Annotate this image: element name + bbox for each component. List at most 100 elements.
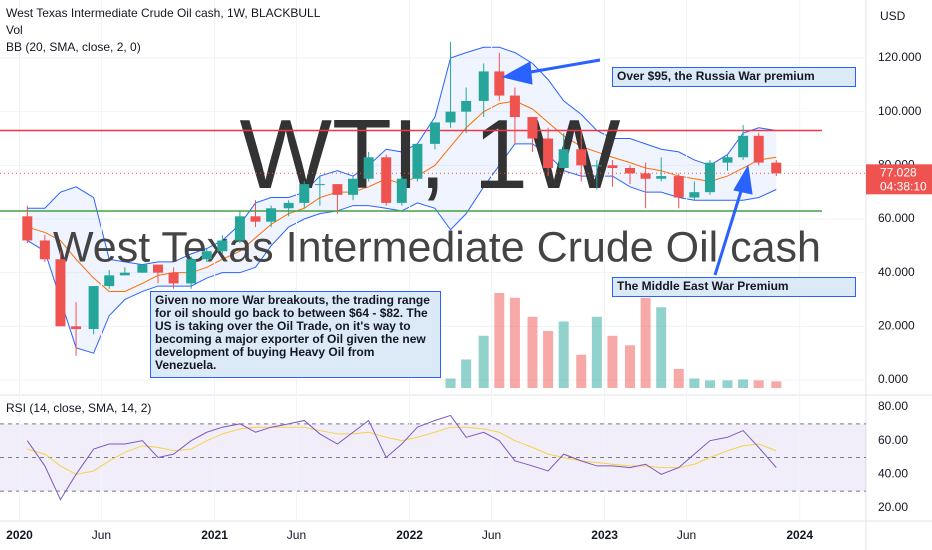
candle-body — [363, 157, 374, 179]
candle-body — [461, 100, 472, 112]
candle-body — [558, 149, 569, 169]
candle-body — [137, 264, 148, 273]
candle-body — [673, 176, 684, 198]
candle-body — [217, 240, 228, 252]
volume-bar — [461, 359, 472, 388]
x-tick-label: 2021 — [201, 528, 228, 542]
volume-bar — [722, 380, 733, 388]
volume-bar — [494, 293, 505, 388]
y-tick-label: 60.000 — [878, 211, 915, 225]
volume-bar — [527, 316, 538, 388]
x-tick-label: Jun — [287, 528, 306, 542]
candle-body — [299, 184, 310, 203]
candle-body — [22, 216, 33, 241]
candle-body — [738, 135, 749, 158]
bb-label: BB (20, SMA, close, 2, 0) — [6, 40, 141, 54]
x-tick-label: Jun — [92, 528, 111, 542]
candle-body — [591, 165, 602, 167]
x-tick-label: 2023 — [591, 528, 618, 542]
y-tick-label: 100.000 — [878, 104, 922, 118]
volume-bar — [509, 297, 520, 388]
candle-body — [88, 286, 99, 330]
annotation-box: The Middle East War Premium — [612, 277, 856, 297]
candle-body — [186, 259, 197, 284]
rsi-line — [27, 426, 777, 475]
x-tick-label: 2022 — [396, 528, 423, 542]
y-tick-label: 40.00 — [878, 467, 908, 481]
volume-bar — [576, 354, 587, 388]
x-tick-label: Jun — [677, 528, 696, 542]
x-tick-label: 2024 — [786, 528, 813, 542]
volume-bar — [624, 345, 635, 388]
candle-body — [576, 149, 587, 166]
candle-body — [250, 216, 261, 222]
candle-body — [71, 326, 82, 330]
y-tick-label: 40.000 — [878, 265, 915, 279]
volume-bar — [607, 335, 618, 388]
volume-bar — [753, 380, 764, 388]
annotation-note: Given no more War breakouts, the trading… — [150, 291, 441, 378]
candle-body — [152, 264, 163, 273]
volume-bar — [445, 378, 456, 388]
candle-body — [445, 111, 456, 123]
y-tick-label: 0.000 — [878, 372, 908, 386]
candle-body — [624, 168, 635, 174]
volume-bar — [673, 369, 684, 388]
x-tick-label: 2020 — [6, 528, 33, 542]
candle-body — [607, 165, 618, 169]
volume-bar — [656, 307, 667, 388]
volume-bar — [704, 380, 715, 388]
candle-body — [494, 71, 505, 96]
candle-body — [234, 216, 245, 241]
symbol-title: West Texas Intermediate Crude Oil cash, … — [6, 6, 321, 20]
candle-body — [509, 95, 520, 118]
currency: USD — [880, 9, 906, 23]
volume-bar — [543, 331, 554, 388]
candle-body — [656, 176, 667, 179]
annotation-box: Over $95, the Russia War premium — [612, 67, 856, 87]
volume-bar — [771, 381, 782, 388]
candle-body — [753, 135, 764, 163]
candle-body — [314, 184, 325, 186]
y-tick-label: 20.00 — [878, 500, 908, 514]
candle-body — [201, 251, 212, 260]
candle-body — [55, 259, 66, 327]
candle-body — [396, 178, 407, 203]
candle-body — [412, 143, 423, 179]
candle-body — [704, 162, 715, 193]
countdown-label: 04:38:10 — [880, 179, 927, 193]
candle-body — [39, 240, 50, 260]
volume-bar — [689, 378, 700, 388]
y-tick-label: 60.00 — [878, 433, 908, 447]
volume-bar — [591, 316, 602, 388]
candle-body — [381, 157, 392, 203]
bb-line — [27, 46, 777, 266]
candle-body — [104, 275, 115, 287]
candle-body — [429, 122, 440, 144]
volume-bar — [558, 321, 569, 388]
candle-body — [527, 117, 538, 139]
candle-body — [478, 71, 489, 101]
candle-body — [689, 192, 700, 198]
watermark-name: West Texas Intermediate Crude Oil cash — [53, 223, 821, 271]
candle-body — [168, 272, 179, 284]
x-tick-label: Jun — [482, 528, 501, 542]
volume-bar — [640, 297, 651, 388]
candle-body — [543, 138, 554, 169]
y-tick-label: 120.000 — [878, 50, 922, 64]
candle-body — [722, 157, 733, 163]
volume-bar — [478, 335, 489, 388]
rsi-line — [26, 414, 777, 501]
candle-body — [348, 178, 359, 195]
rsi-label: RSI (14, close, SMA, 14, 2) — [6, 401, 151, 415]
last-price-tag — [866, 164, 932, 195]
y-tick-label: 80.00 — [878, 399, 908, 413]
candle-body — [266, 208, 277, 222]
vol-label: Vol — [6, 23, 23, 37]
candle-body — [332, 184, 343, 195]
candle-body — [283, 202, 294, 209]
y-tick-label: 20.000 — [878, 319, 915, 333]
